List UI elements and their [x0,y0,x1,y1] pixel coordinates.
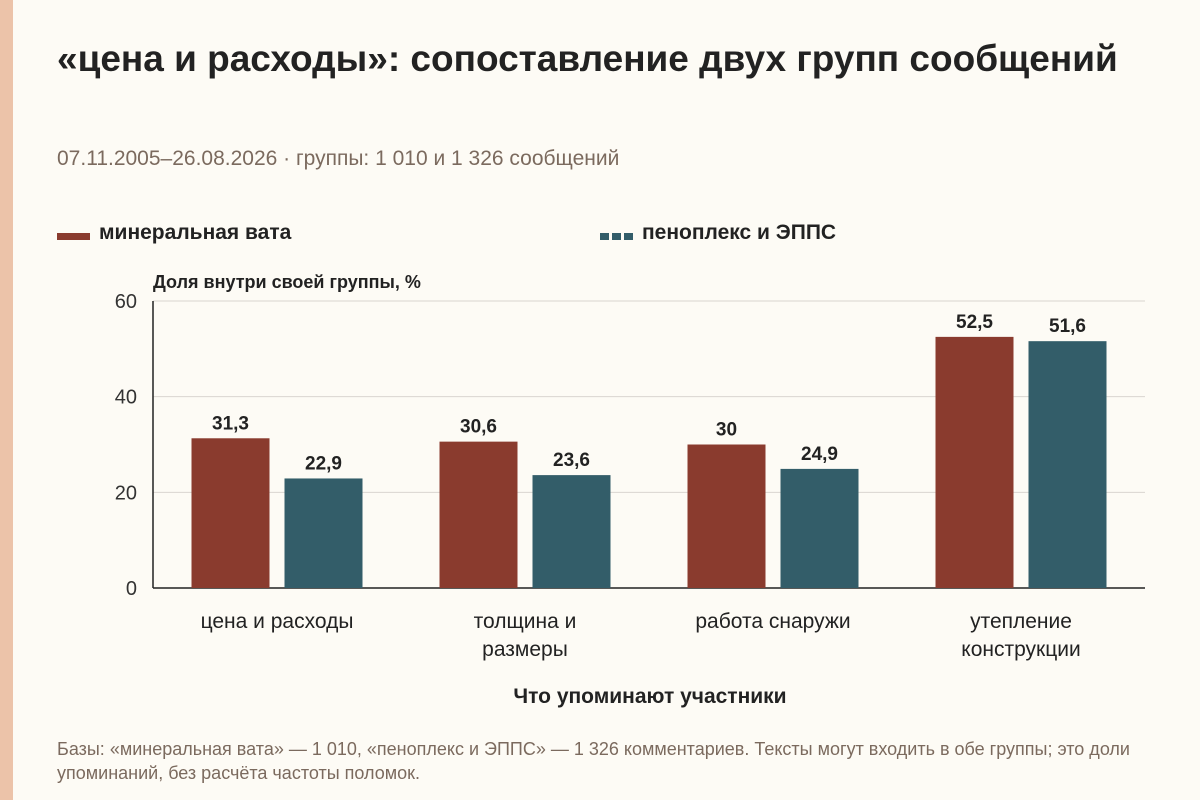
x-tick-label: цена и расходы [201,610,354,633]
data-label: 23,6 [553,450,590,471]
data-label: 24,9 [801,444,838,465]
bar-series-1 [935,336,1014,588]
bar-series-1 [439,441,518,588]
legend-swatch-series-2 [600,233,633,240]
legend-label-series-1: минеральная вата [99,221,292,244]
data-label: 30,6 [460,417,497,438]
data-label: 51,6 [1049,316,1086,337]
chart-subtitle: 07.11.2005–26.08.2026 · группы: 1 010 и … [57,147,620,170]
accent-stripe [0,0,13,800]
legend-swatch-series-1 [57,233,90,240]
bar-series-2 [284,478,363,588]
x-tick-label: конструкции [961,638,1080,661]
data-label: 22,9 [305,453,342,474]
data-label: 52,5 [956,312,993,333]
x-tick-label: толщина и [474,610,577,633]
y-tick-label: 60 [115,291,137,313]
data-label: 30 [716,420,737,441]
legend-label-series-2: пеноплекс и ЭППС [642,221,837,244]
bar-series-2 [1028,341,1107,588]
chart-title: «цена и расходы»: сопоставление двух гру… [57,38,1118,79]
bar-series-2 [780,468,859,588]
footnote: Базы: «минеральная вата» — 1 010, «пеноп… [57,739,1130,783]
y-tick-label: 0 [126,578,137,600]
bar-series-2 [532,475,611,588]
bar-series-1 [191,438,270,588]
x-tick-label: работа снаружи [695,610,850,633]
x-tick-label: размеры [482,638,568,661]
x-axis-title: Что упоминают участники [513,685,787,708]
x-tick-label: утепление [970,610,1072,633]
y-axis-title: Доля внутри своей группы, % [153,272,421,292]
data-label: 31,3 [212,413,249,434]
bar-series-1 [687,444,766,588]
y-tick-label: 20 [115,482,137,504]
y-tick-label: 40 [115,387,137,409]
